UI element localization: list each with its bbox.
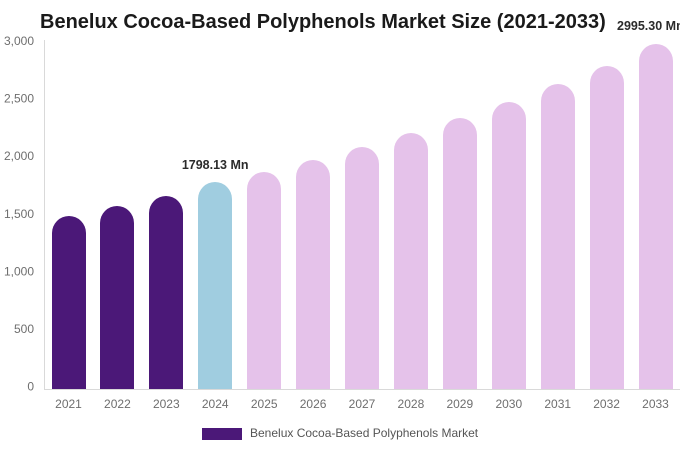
- svg-text:1,500: 1,500: [4, 207, 34, 221]
- svg-text:2032: 2032: [593, 397, 620, 411]
- svg-text:Benelux Cocoa-Based Polyphenol: Benelux Cocoa-Based Polyphenols Market S…: [40, 11, 606, 33]
- svg-text:2022: 2022: [104, 397, 131, 411]
- svg-text:2030: 2030: [495, 397, 522, 411]
- svg-text:0: 0: [27, 380, 34, 394]
- svg-text:2995.30 Mn: 2995.30 Mn: [617, 19, 680, 33]
- svg-text:2028: 2028: [398, 397, 425, 411]
- svg-text:2029: 2029: [446, 397, 473, 411]
- svg-text:2023: 2023: [153, 397, 180, 411]
- svg-text:2,500: 2,500: [4, 92, 34, 106]
- svg-text:500: 500: [14, 322, 34, 336]
- svg-text:1798.13 Mn: 1798.13 Mn: [182, 158, 249, 172]
- svg-text:2027: 2027: [349, 397, 376, 411]
- svg-text:2026: 2026: [300, 397, 327, 411]
- svg-text:Benelux Cocoa-Based Polyphenol: Benelux Cocoa-Based Polyphenols Market: [250, 426, 479, 440]
- svg-text:2025: 2025: [251, 397, 278, 411]
- svg-text:1,000: 1,000: [4, 265, 34, 279]
- svg-text:2033: 2033: [642, 397, 669, 411]
- svg-text:2031: 2031: [544, 397, 571, 411]
- svg-text:2,000: 2,000: [4, 149, 34, 163]
- svg-text:2021: 2021: [55, 397, 82, 411]
- svg-text:2024: 2024: [202, 397, 229, 411]
- svg-text:3,000: 3,000: [4, 34, 34, 48]
